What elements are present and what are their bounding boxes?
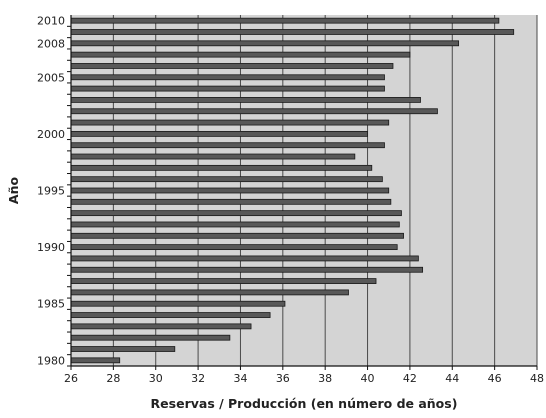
y-tick-label-1990: 1990 <box>37 241 65 254</box>
bar-2010 <box>70 17 500 24</box>
x-tick-label-42: 42 <box>403 372 417 385</box>
bar-1992 <box>70 221 400 228</box>
y-tick-label-1985: 1985 <box>37 298 65 311</box>
bar-1984 <box>70 312 271 318</box>
bar-2004 <box>70 85 385 92</box>
bar-1991 <box>70 232 404 239</box>
y-tick-label-1995: 1995 <box>37 185 65 198</box>
bar-2009 <box>70 29 515 35</box>
bar-2003 <box>70 97 421 103</box>
y-axis-label: Año <box>6 177 21 205</box>
bar-1993 <box>70 210 402 217</box>
bar-1989 <box>70 255 419 262</box>
y-tick-label-2000: 2000 <box>37 128 65 141</box>
bar-1980 <box>70 357 121 364</box>
x-tick-label-26: 26 <box>64 372 78 385</box>
x-tick-label-38: 38 <box>318 372 332 385</box>
bar-2002 <box>70 108 438 115</box>
x-tick-label-46: 46 <box>488 372 502 385</box>
bar-1982 <box>70 334 231 341</box>
y-tick-label-2008: 2008 <box>37 37 65 50</box>
x-tick-label-28: 28 <box>106 372 120 385</box>
bar-1986 <box>70 289 349 296</box>
x-tick-label-32: 32 <box>191 372 205 385</box>
bar-1996 <box>70 176 383 183</box>
bar-1981 <box>70 346 176 352</box>
x-tick-label-34: 34 <box>233 372 247 385</box>
y-tick-labels: 1980 1985 1990 1995 2000 2005 2008 2010 <box>37 15 65 368</box>
x-tick-label-40: 40 <box>361 372 375 385</box>
bar-2001 <box>70 119 390 126</box>
axes <box>67 15 538 370</box>
bar-1990 <box>70 244 398 251</box>
bar-1983 <box>70 323 252 330</box>
x-axis-label: Reservas / Producción (en número de años… <box>151 396 458 411</box>
bar-2007 <box>70 51 411 58</box>
bar-1995 <box>70 187 390 194</box>
x-tick-label-36: 36 <box>276 372 290 385</box>
bar-1987 <box>70 278 377 284</box>
bar-2008 <box>70 40 460 47</box>
bar-1988 <box>70 266 424 273</box>
bar-2000 <box>70 130 368 137</box>
y-tick-label-2005: 2005 <box>37 71 65 84</box>
y-tick-label-2010: 2010 <box>37 15 65 28</box>
bar-2005 <box>70 74 385 81</box>
bar-1997 <box>70 164 373 171</box>
bar-1994 <box>70 198 392 205</box>
x-tick-labels: 26 28 30 32 34 36 38 40 42 44 46 48 <box>64 372 544 385</box>
x-tick-label-30: 30 <box>149 372 163 385</box>
x-tick-label-48: 48 <box>530 372 544 385</box>
bar-1998 <box>70 153 356 160</box>
bar-2006 <box>70 63 394 69</box>
x-tick-label-44: 44 <box>445 372 459 385</box>
bar-1999 <box>70 142 385 149</box>
y-tick-label-1980: 1980 <box>37 354 65 367</box>
bar-1985 <box>70 300 286 307</box>
